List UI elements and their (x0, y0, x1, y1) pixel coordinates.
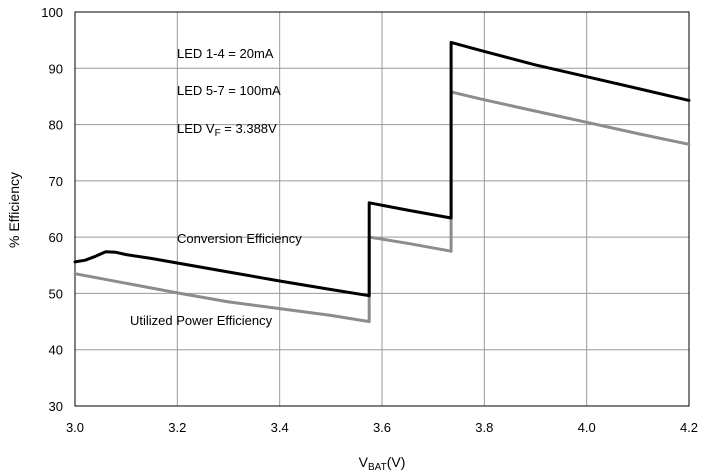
y-axis-ticks: 30 40 50 60 70 80 90 100 (41, 5, 63, 414)
x-tick-label: 3.6 (373, 420, 391, 435)
annotation-led-vf-main: LED V (177, 121, 215, 136)
y-axis-title: % Efficiency (6, 172, 22, 248)
annotation-led-1-4: LED 1-4 = 20mA (177, 46, 274, 61)
x-tick-label: 4.2 (680, 420, 698, 435)
y-tick-label: 90 (49, 61, 63, 76)
series-layer (73, 40, 691, 324)
grid (74, 11, 690, 407)
x-tick-label: 4.0 (578, 420, 596, 435)
plot-frame (74, 11, 690, 407)
x-tick-label: 3.4 (271, 420, 289, 435)
annotation-led-vf: LED VF = 3.388V (177, 121, 277, 139)
y-tick-label: 50 (49, 286, 63, 301)
y-tick-label: 100 (41, 5, 63, 20)
x-axis-title-sub: BAT (368, 462, 387, 473)
x-tick-label: 3.0 (66, 420, 84, 435)
x-axis-title-main: V (359, 454, 369, 470)
series-label-conversion: Conversion Efficiency (177, 231, 302, 246)
x-axis-ticks: 3.0 3.2 3.4 3.6 3.8 4.0 4.2 (66, 420, 698, 435)
x-axis-title: VBAT(V) (359, 454, 406, 473)
y-tick-label: 70 (49, 174, 63, 189)
annotation-led-vf-rest: = 3.388V (221, 121, 277, 136)
annotation-led-vf-sub: F (215, 128, 221, 139)
series-line-conversion-efficiency (73, 40, 691, 298)
y-tick-label: 40 (49, 343, 63, 358)
series-label-utilized: Utilized Power Efficiency (130, 313, 273, 328)
y-tick-label: 60 (49, 230, 63, 245)
y-tick-label: 80 (49, 118, 63, 133)
y-tick-label: 30 (49, 399, 63, 414)
x-axis-title-unit: (V) (387, 454, 406, 470)
x-tick-label: 3.8 (475, 420, 493, 435)
x-tick-label: 3.2 (168, 420, 186, 435)
series-line-utilized-power-efficiency (73, 90, 691, 324)
annotation-led-5-7: LED 5-7 = 100mA (177, 83, 281, 98)
